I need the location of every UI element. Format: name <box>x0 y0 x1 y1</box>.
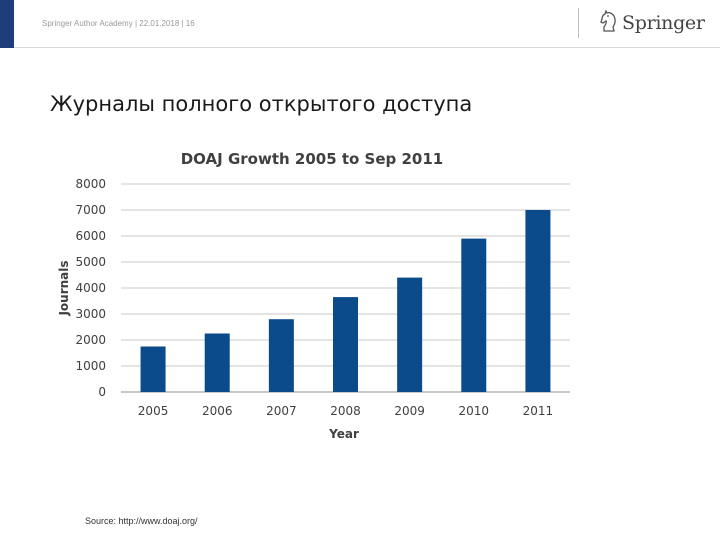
brand-side-bar <box>0 0 14 48</box>
slide-title: Журналы полного открытого доступа <box>50 92 473 116</box>
x-tick-label: 2005 <box>138 404 169 418</box>
y-tick-label: 5000 <box>75 255 106 269</box>
logo-text: Springer <box>622 12 705 34</box>
y-tick-label: 2000 <box>75 333 106 347</box>
chess-knight-icon <box>600 8 618 37</box>
x-tick-label: 2006 <box>202 404 233 418</box>
springer-logo: Springer <box>600 8 705 37</box>
y-axis-label: Journals <box>57 260 71 316</box>
header-info: Springer Author Academy | 22.01.2018 | 1… <box>42 19 195 28</box>
chart-title: DOAJ Growth 2005 to Sep 2011 <box>181 150 444 168</box>
bar-2010 <box>461 238 487 392</box>
y-tick-label: 6000 <box>75 229 106 243</box>
header-divider <box>14 47 720 48</box>
x-tick-label: 2008 <box>330 404 361 418</box>
bar-2009 <box>397 277 423 392</box>
y-tick-label: 7000 <box>75 203 106 217</box>
y-tick-label: 1000 <box>75 359 106 373</box>
y-tick-label: 4000 <box>75 281 106 295</box>
y-tick-label: 0 <box>98 385 106 399</box>
y-tick-label: 3000 <box>75 307 106 321</box>
bar-2006 <box>204 333 230 392</box>
x-axis-label: Year <box>328 427 359 441</box>
bar-2005 <box>140 346 166 392</box>
x-tick-label: 2009 <box>394 404 425 418</box>
y-tick-label: 8000 <box>75 177 106 191</box>
bar-2008 <box>333 297 358 392</box>
bar-2007 <box>268 319 294 392</box>
bar-2011 <box>525 210 551 392</box>
x-tick-label: 2011 <box>523 404 554 418</box>
logo-divider <box>578 8 579 38</box>
source-note: Source: http://www.doaj.org/ <box>85 516 198 526</box>
x-tick-label: 2010 <box>459 404 490 418</box>
x-tick-label: 2007 <box>266 404 297 418</box>
